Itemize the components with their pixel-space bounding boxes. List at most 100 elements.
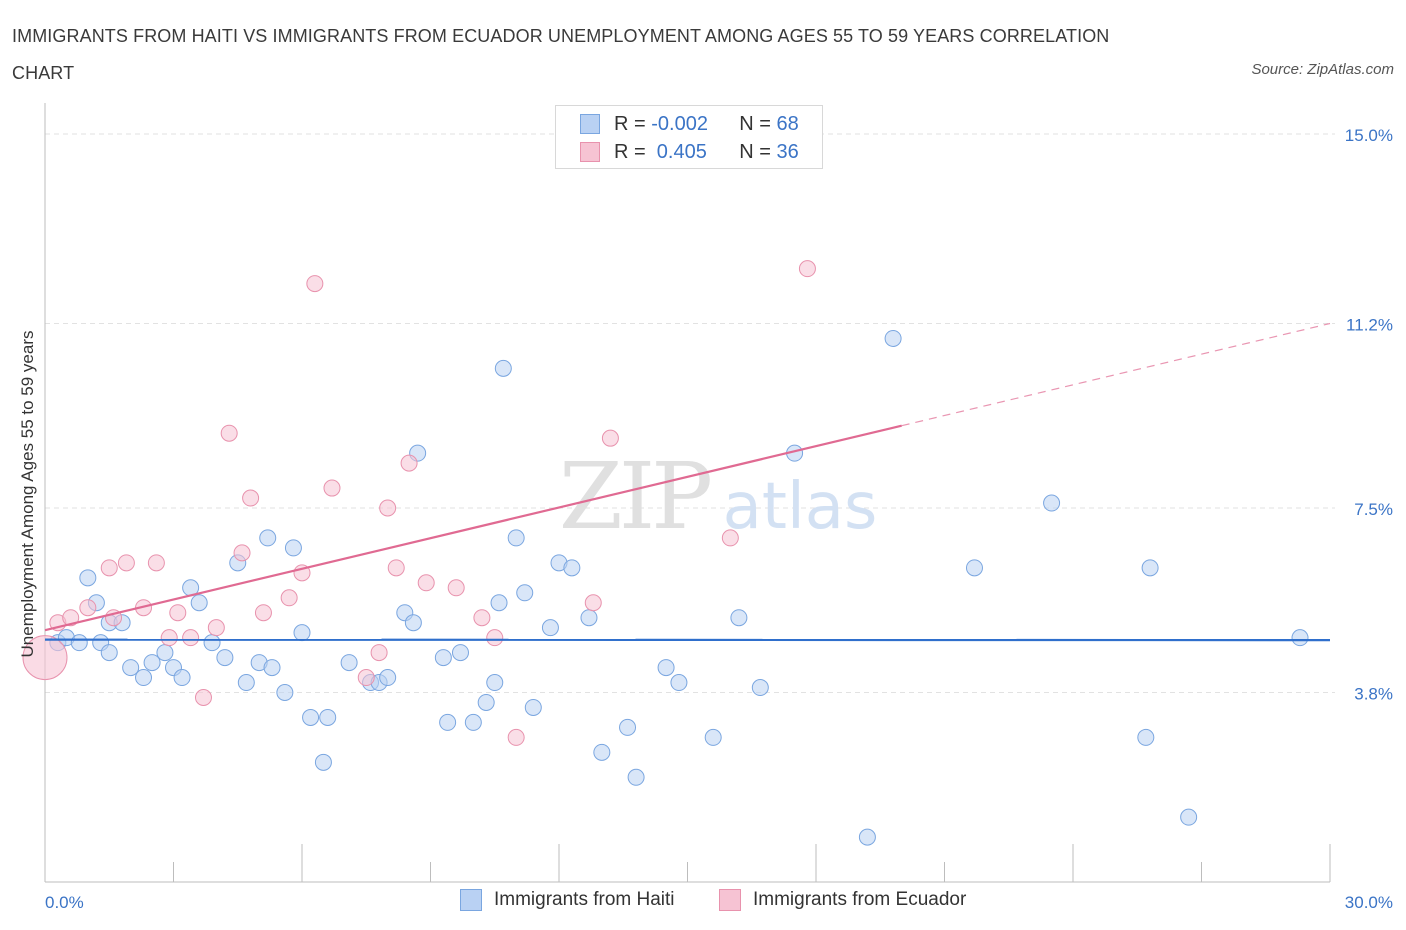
ecuador-point	[160, 629, 178, 647]
haiti-r-label: R =	[614, 112, 652, 135]
haiti-point	[884, 329, 902, 347]
watermark-zip: ZIP	[559, 443, 710, 550]
ecuador-point	[379, 499, 397, 517]
haiti-point	[263, 659, 281, 677]
haiti-point	[494, 359, 512, 377]
axes	[44, 103, 1331, 883]
haiti-point	[477, 693, 495, 711]
haiti-point	[451, 644, 469, 662]
haiti-point	[156, 644, 174, 662]
ecuador-point	[233, 544, 251, 562]
y-axis-title: Unemployment Among Ages 55 to 59 years	[18, 331, 37, 658]
series-legend: Immigrants from Haiti Immigrants from Ec…	[0, 889, 1406, 915]
source-credit: Source: ZipAtlas.com	[1251, 61, 1394, 78]
haiti-point	[1291, 629, 1309, 647]
ecuador-point	[207, 619, 225, 637]
haiti-point	[464, 713, 482, 731]
haiti-point	[302, 708, 320, 726]
ecuador-point	[254, 604, 272, 622]
haiti-point	[1137, 728, 1155, 746]
haiti-swatch	[580, 114, 600, 134]
ecuador-point	[79, 599, 97, 617]
haiti-point	[730, 609, 748, 627]
haiti-point	[593, 743, 611, 761]
haiti-point	[319, 708, 337, 726]
haiti-point	[135, 669, 153, 687]
haiti-point	[580, 609, 598, 627]
ecuador-point	[182, 629, 200, 647]
haiti-point	[293, 624, 311, 642]
y-tick-label: 15.0%	[1345, 126, 1393, 145]
ecuador-point	[417, 574, 435, 592]
haiti-point	[439, 713, 457, 731]
haiti-point	[143, 654, 161, 672]
haiti-point	[259, 529, 277, 547]
haiti-n-label: N =	[739, 112, 777, 135]
haiti-point	[203, 634, 221, 652]
haiti-r-value: -0.002	[651, 112, 708, 135]
haiti-point	[190, 594, 208, 612]
haiti-point	[524, 698, 542, 716]
haiti-point	[1043, 494, 1061, 512]
haiti-point	[340, 654, 358, 672]
y-tick-label: 7.5%	[1354, 500, 1393, 519]
ecuador-point	[194, 688, 212, 706]
ecuador-r-label: R =	[614, 140, 652, 163]
haiti-point	[237, 674, 255, 692]
haiti-point	[173, 669, 191, 687]
watermark-atlas: atlas	[723, 470, 878, 544]
legend-item-haiti[interactable]: Immigrants from Haiti	[460, 889, 675, 911]
haiti-point	[1141, 559, 1159, 577]
haiti-point	[1180, 808, 1198, 826]
haiti-point	[486, 674, 504, 692]
haiti-point	[541, 619, 559, 637]
ecuador-point	[721, 529, 739, 547]
ecuador-n-label: N =	[739, 140, 777, 163]
ecuador-point	[242, 489, 260, 507]
ecuador-point	[473, 609, 491, 627]
ecuador-point	[370, 644, 388, 662]
stats-legend: R = -0.002 N = 68 R = 0.405 N = 36	[555, 105, 823, 169]
haiti-point	[379, 669, 397, 687]
haiti-point	[507, 529, 525, 547]
legend-ecuador-swatch	[719, 889, 741, 911]
haiti-n-value: 68	[776, 112, 799, 135]
haiti-point	[627, 768, 645, 786]
legend-haiti-swatch	[460, 889, 482, 911]
ecuador-point	[100, 559, 118, 577]
y-tick-label: 3.8%	[1354, 685, 1393, 704]
trend-line-ecuador-projection	[901, 322, 1331, 427]
ecuador-point	[486, 629, 504, 647]
haiti-point	[670, 674, 688, 692]
trend-lines	[44, 322, 1331, 642]
haiti-point	[858, 828, 876, 846]
ecuador-point	[220, 424, 238, 442]
legend-item-ecuador[interactable]: Immigrants from Ecuador	[719, 889, 966, 911]
ecuador-point	[306, 275, 324, 293]
stats-legend-haiti: R = -0.002 N = 68	[580, 111, 799, 137]
haiti-point	[490, 594, 508, 612]
haiti-point	[965, 559, 983, 577]
y-tick-label: 11.2%	[1346, 315, 1393, 334]
ecuador-point	[601, 429, 619, 447]
x-tick-label-min: 0.0%	[45, 893, 84, 912]
ecuador-point	[280, 589, 298, 607]
ecuador-point	[584, 594, 602, 612]
haiti-point	[276, 684, 294, 702]
ecuador-point	[169, 604, 187, 622]
ecuador-r-value: 0.405	[651, 140, 707, 163]
gridlines	[45, 133, 1335, 694]
chart-title: IMMIGRANTS FROM HAITI VS IMMIGRANTS FROM…	[12, 26, 1110, 83]
ecuador-point	[387, 559, 405, 577]
ecuador-swatch	[580, 142, 600, 162]
haiti-point	[79, 569, 97, 587]
ecuador-point	[22, 635, 68, 681]
ecuador-point	[117, 554, 135, 572]
haiti-point	[284, 539, 302, 557]
ecuador-point	[323, 479, 341, 497]
series-haiti-points	[49, 329, 1309, 846]
haiti-point	[100, 644, 118, 662]
haiti-point	[704, 728, 722, 746]
haiti-point	[314, 753, 332, 771]
